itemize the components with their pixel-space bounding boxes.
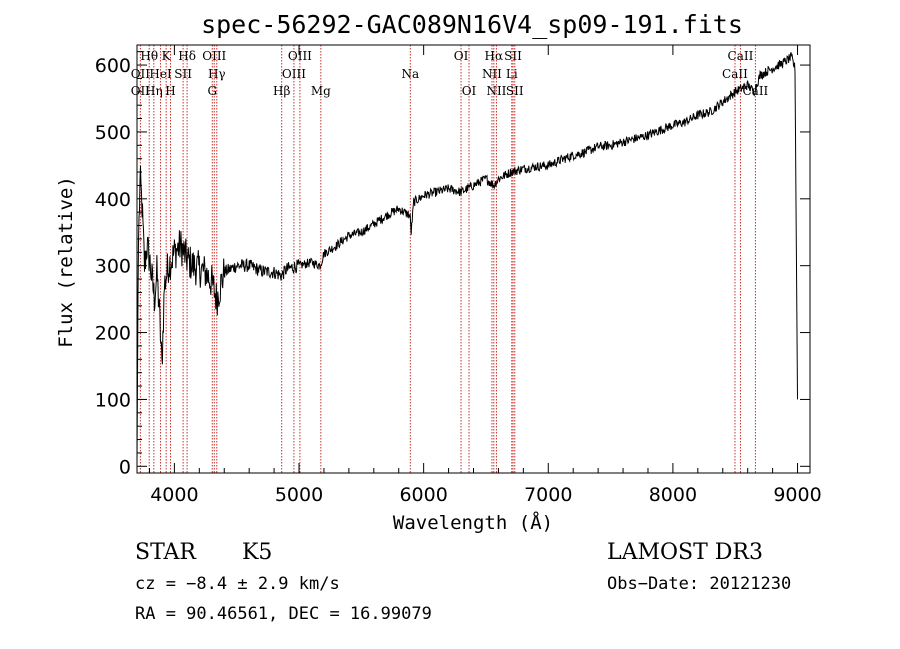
emission-lines: [139, 45, 756, 473]
line-label: G: [207, 84, 217, 98]
line-label: NII: [482, 67, 502, 81]
line-label: SII: [506, 84, 524, 98]
x-tick-label: 9000: [773, 484, 821, 506]
line-label: Li: [506, 67, 518, 81]
y-tick-label: 300: [95, 256, 131, 278]
y-tick-label: 200: [95, 323, 131, 345]
line-label: OIII: [288, 49, 312, 63]
redshift-info: cz = −8.4 ± 2.9 km/s: [135, 574, 340, 594]
y-tick-label: 500: [95, 122, 131, 144]
line-label: HeI: [149, 67, 172, 81]
x-tick-label: 7000: [524, 484, 572, 506]
x-tick-label: 8000: [649, 484, 697, 506]
y-axis-ticks: 0 100 200 300 400 500 600: [95, 51, 810, 478]
line-label: OIII: [282, 67, 306, 81]
line-label: Na: [401, 67, 419, 81]
flux-series: [136, 52, 798, 464]
line-label: SII: [174, 67, 192, 81]
line-label: NII: [486, 84, 506, 98]
x-axis-label: Wavelength (Å): [393, 511, 553, 534]
line-label: Hβ: [273, 84, 290, 98]
line-label: OI: [462, 84, 477, 98]
line-label: K: [162, 49, 172, 63]
chart-title: spec-56292-GAC089N16V4_sp09-191.fits: [201, 10, 743, 39]
line-label: OIII: [202, 49, 226, 63]
y-axis-label: Flux (relative): [55, 176, 77, 348]
x-tick-label: 4000: [150, 484, 198, 506]
line-label: CaII: [728, 49, 754, 63]
x-axis-ticks: 4000 5000 6000 7000 8000 9000: [148, 45, 822, 506]
line-label: Hα: [485, 49, 504, 63]
line-label: SII: [504, 49, 522, 63]
flux-line: [136, 52, 798, 464]
y-tick-label: 400: [95, 189, 131, 211]
plot-frame: [136, 44, 811, 474]
x-tick-label: 6000: [399, 484, 447, 506]
object-class: STAR: [135, 540, 196, 565]
line-label: OII: [131, 84, 151, 98]
line-label: Hη: [145, 84, 163, 98]
coordinates: RA = 90.46561, DEC = 16.99079: [135, 604, 432, 624]
survey-name: LAMOST DR3: [607, 540, 763, 565]
line-label: OII: [131, 67, 151, 81]
line-label: H: [165, 84, 175, 98]
y-tick-label: 100: [95, 389, 131, 411]
x-tick-label: 5000: [275, 484, 323, 506]
obs-date: Obs−Date: 20121230: [607, 574, 792, 594]
y-tick-label: 600: [95, 55, 131, 77]
line-label: Hθ: [140, 49, 158, 63]
line-label: Hδ: [178, 49, 196, 63]
line-label: Hγ: [208, 67, 226, 81]
y-tick-label: 0: [119, 456, 131, 478]
object-subclass: K5: [242, 540, 273, 565]
line-label: CaII: [722, 67, 748, 81]
line-label: Mg: [311, 84, 331, 98]
line-label: OI: [454, 49, 469, 63]
